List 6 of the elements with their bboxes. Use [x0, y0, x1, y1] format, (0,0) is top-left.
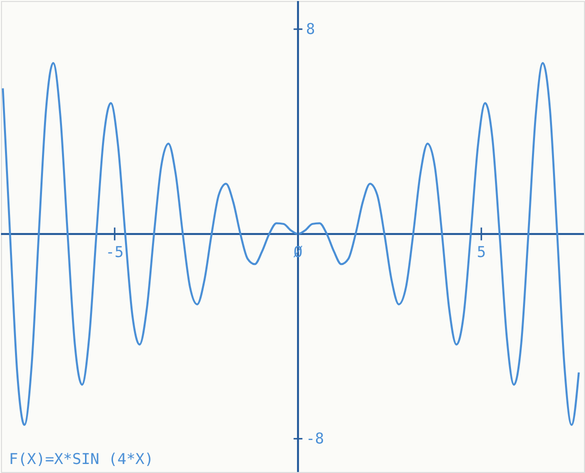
annotation: F(X)=X*SIN (4*X) [9, 450, 154, 468]
y-tick-label: -8 [306, 430, 324, 448]
x-tick-label: 5 [476, 242, 486, 261]
y-tick-label: 8 [306, 20, 316, 38]
line-series [2, 62, 580, 426]
x-tick-label: -5 [106, 242, 124, 261]
